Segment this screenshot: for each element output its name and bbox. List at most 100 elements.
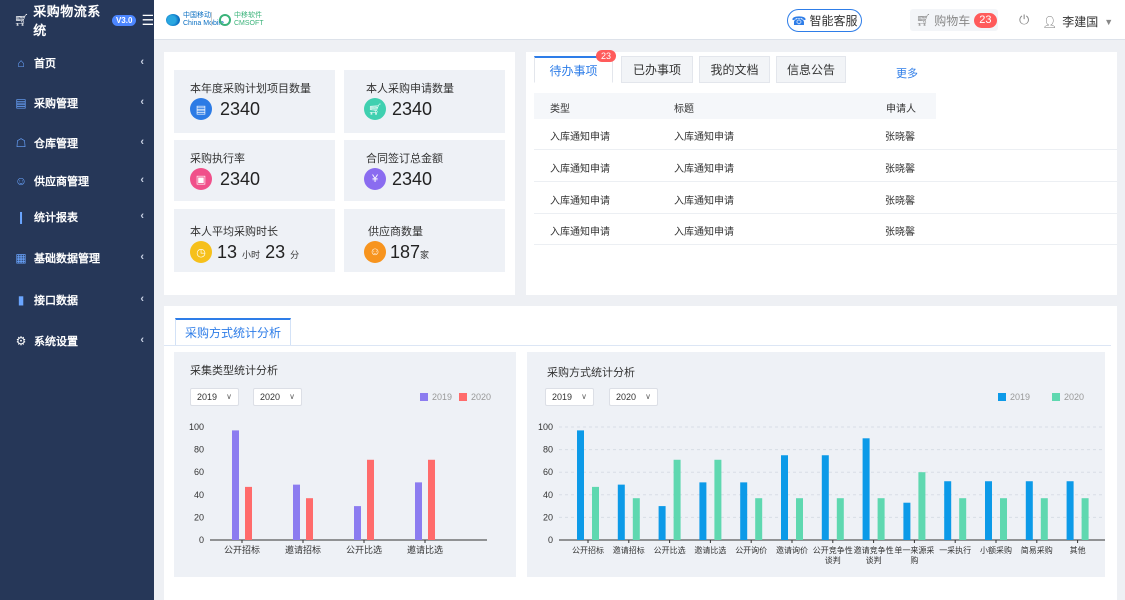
chevron-left-icon: ‹ <box>140 56 144 68</box>
legend-swatch <box>459 393 468 401</box>
year-select-a[interactable]: 2019 ∨ <box>190 388 239 406</box>
logo-subtext: China Mobile <box>183 20 224 27</box>
logo-divider <box>211 12 212 26</box>
table-row[interactable]: 入库通知申请 入库通知申请 张晓馨 <box>534 151 1117 182</box>
x-tick-label: 单一来源采购 <box>894 545 934 565</box>
select-value: 2019 <box>197 392 218 402</box>
cell-type: 入库通知申请 <box>550 164 610 175</box>
x-tick-label: 小额采购 <box>980 545 1012 555</box>
tab-done[interactable]: 已办事项 <box>621 56 693 83</box>
tab-label: 已办事项 <box>632 63 681 77</box>
cell-type: 入库通知申请 <box>550 196 610 207</box>
year-select-b[interactable]: 2020 ∨ <box>253 388 302 406</box>
sidebar-item-basedata[interactable]: ▦ 基础数据管理 ‹ <box>0 246 154 270</box>
legend-swatch <box>420 393 428 401</box>
tab-notices[interactable]: 信息公告 <box>776 56 846 83</box>
chart-box-category: 采集类型统计分析 2019 ∨ 2020 ∨ 2019 2020 0 20 40 60… <box>174 352 516 577</box>
cell-applicant: 张晓馨 <box>885 132 915 143</box>
year-select-b[interactable]: 2020 ∨ <box>609 388 658 406</box>
chevron-left-icon: ‹ <box>140 251 144 263</box>
tab-label: 我的文档 <box>710 63 759 77</box>
stat-label: 本年度采购计划项目数量 <box>190 83 311 95</box>
y-tick-label: 60 <box>194 467 204 477</box>
sidebar-item-home[interactable]: ⌂ 首页 ‹ <box>0 51 154 75</box>
hours-value: 13 <box>217 242 238 262</box>
headset-icon: ☎ <box>791 13 807 28</box>
tab-todo[interactable]: 待办事项 23 <box>534 50 616 83</box>
bar-2019-5 <box>740 482 748 540</box>
sidebar-item-settings[interactable]: ⚙ 系统设置 ‹ <box>0 329 154 353</box>
tab-procurement-analysis[interactable]: 采购方式统计分析 <box>175 318 291 346</box>
home-icon: ⌂ <box>17 56 25 70</box>
y-tick-label: 40 <box>194 490 204 500</box>
user-menu[interactable]: 👤︎ 李建国 ▼ <box>1042 13 1113 30</box>
stat-card-my-requests: 本人采购申请数量 🛒︎ 2340 <box>344 70 505 133</box>
y-tick-label: 20 <box>194 512 204 522</box>
bar-2019-3 <box>658 506 666 540</box>
stat-card-contract-amount: 合同签订总金额 ¥ 2340 <box>344 140 505 201</box>
sidebar-item-reports[interactable]: ❙ 统计报表 ‹ <box>0 205 154 229</box>
bar-2020-9 <box>918 472 926 540</box>
caret-down-icon: ▼ <box>1104 16 1114 27</box>
table-row[interactable]: 入库通知申请 入库通知申请 张晓馨 <box>534 119 1117 150</box>
tab-label: 采购方式统计分析 <box>184 326 281 340</box>
stat-label: 合同签订总金额 <box>366 153 443 165</box>
legend-label: 2020 <box>471 392 492 402</box>
logo-text: 中移软件 <box>234 12 262 19</box>
year-select-a[interactable]: 2019 ∨ <box>545 388 594 406</box>
cmsoft-mark-icon <box>219 14 231 26</box>
section-divider <box>164 345 1111 346</box>
stat-value: 2340 <box>392 99 433 119</box>
power-icon[interactable]: ⏻ <box>1019 12 1030 27</box>
bar-chart-category: 0 20 40 60 80 100 公开招标 邀请招标 公开比选 邀请比选 <box>189 422 487 555</box>
sidebar-item-interface[interactable]: ▮ 接口数据 ‹ <box>0 288 154 312</box>
sidebar-item-label: 接口数据 <box>34 295 78 307</box>
bar-2019-2 <box>293 484 300 540</box>
y-tick-label: 100 <box>189 422 204 432</box>
bar-2020-12 <box>1040 498 1048 540</box>
menu-toggle-icon[interactable]: ☰ <box>141 11 154 28</box>
chevron-left-icon: ‹ <box>140 136 144 148</box>
sidebar-item-purchase[interactable]: ▤ 采购管理 ‹ <box>0 91 154 115</box>
bar-2020-2 <box>306 498 313 540</box>
legend-swatch <box>998 393 1006 401</box>
plug-icon: ▮ <box>17 293 25 307</box>
sidebar-item-warehouse[interactable]: ☖ 仓库管理 ‹ <box>0 131 154 155</box>
bar-2019-12 <box>1025 481 1033 540</box>
x-tick-label: 邀请招标 <box>613 545 645 555</box>
tab-my-docs[interactable]: 我的文档 <box>699 56 770 83</box>
table-header: 类型 标题 申请人 <box>534 93 936 119</box>
table-row[interactable]: 入库通知申请 入库通知申请 张晓馨 <box>534 214 1117 245</box>
sidebar-item-supplier[interactable]: ☺ 供应商管理 ‹ <box>0 169 154 193</box>
sidebar-item-label: 统计报表 <box>34 212 78 224</box>
sidebar-item-label: 供应商管理 <box>34 176 89 188</box>
stat-value: 187家 <box>390 242 429 263</box>
x-tick-label: 公开招标 <box>224 544 260 555</box>
more-link[interactable]: 更多 <box>896 68 918 80</box>
bar-2019-4 <box>699 482 707 540</box>
legend-label: 2019 <box>1010 392 1031 402</box>
bar-chart-method: 0 20 40 60 80 100 公开招标 邀请招标 公开比选 邀请比选 公开询价 邀请询价 公开竞争… <box>538 422 1105 565</box>
book-icon: ▤ <box>15 96 27 110</box>
table-row[interactable]: 入库通知申请 入库通知申请 张晓馨 <box>534 183 1117 214</box>
stat-value: 2340 <box>220 99 261 119</box>
bar-2020-11 <box>1000 498 1007 540</box>
cmsoft-logo: 中移软件 CMSOFT <box>219 12 264 28</box>
column-header: 标题 <box>674 104 694 115</box>
todo-count-badge: 23 <box>595 50 616 62</box>
cart-button[interactable]: 🛒︎ 购物车 23 <box>910 9 998 31</box>
chevron-left-icon: ‹ <box>140 210 144 222</box>
stat-card-supplier-count: 供应商数量 ☺ 187家 <box>344 209 505 272</box>
x-tick-label: 公开比选 <box>346 544 382 555</box>
x-tick-label: 公开询价 <box>735 545 767 555</box>
bar-2019-6 <box>781 455 788 540</box>
x-tick-label: 简易采购 <box>1021 545 1053 555</box>
stat-label: 采购执行率 <box>190 153 245 165</box>
bar-2019-9 <box>903 502 911 540</box>
bar-2020-2 <box>632 498 640 540</box>
smart-service-button[interactable]: ☎ 智能客服 <box>787 9 862 32</box>
stat-label: 本人平均采购时长 <box>190 226 278 238</box>
chevron-left-icon: ‹ <box>140 334 144 346</box>
cell-title: 入库通知申请 <box>674 227 734 238</box>
bar-2019-13 <box>1066 481 1074 540</box>
